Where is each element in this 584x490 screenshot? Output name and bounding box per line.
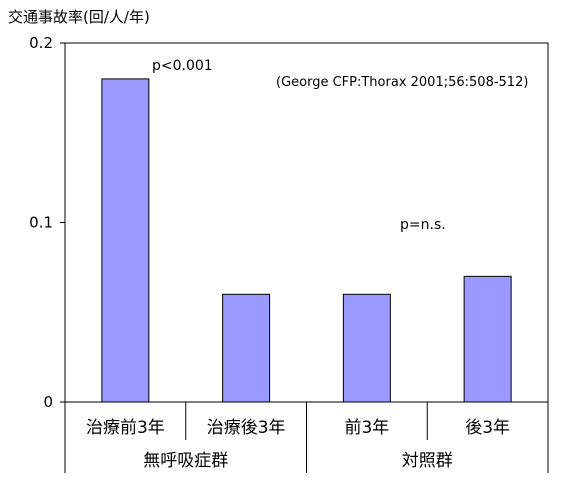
y-axis-label: 交通事故率(回/人/年) (8, 8, 150, 26)
citation: (George CFP:Thorax 2001;56:508-512) (276, 75, 528, 90)
bar-1 (101, 78, 150, 403)
group-label: 対照群 (402, 451, 453, 471)
p-value-right: p=n.s. (400, 217, 446, 233)
group-label: 無呼吸症群 (143, 451, 228, 471)
y-tick-label: 0.2 (29, 34, 53, 52)
bar-3 (342, 293, 391, 403)
bar-2 (222, 293, 271, 403)
y-tick-label: 0 (43, 393, 53, 411)
y-tick-label: 0.1 (29, 214, 53, 232)
x-category-label: 前3年 (344, 418, 389, 438)
x-category-label: 治療前3年 (86, 418, 165, 438)
p-value-left: p<0.001 (152, 58, 213, 74)
x-category-label: 後3年 (465, 418, 510, 438)
bar-4 (463, 275, 512, 403)
x-category-label: 治療後3年 (207, 418, 286, 438)
